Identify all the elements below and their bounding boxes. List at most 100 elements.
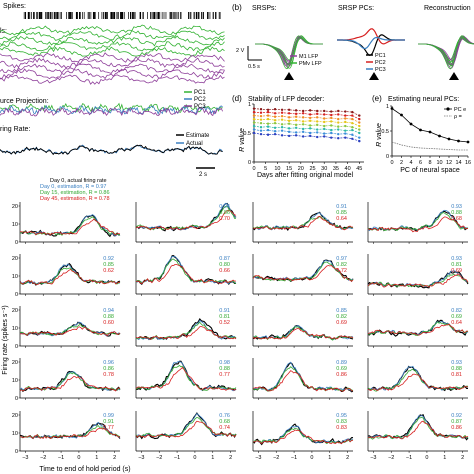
panel-x-tick-label: 1 [443,455,446,461]
d-point [351,133,354,136]
panel-d-xlabel: Days after fitting original model [257,172,354,179]
e-x-tick-label: 12 [446,160,452,166]
e-x-tick-label: 2 [400,160,403,166]
d-point [337,128,340,131]
pmv-legend-label: PMv LFP [299,61,322,67]
neuron-panel: 0.910.850.64 [252,202,354,244]
panel-d-title: Stability of LFP decoder: [248,96,324,103]
d-point [259,114,263,118]
neuron-panel: 20 10 0 0.920.850.62 [12,254,121,298]
d-point [252,110,256,114]
panel-x-tick-label: −1 [58,455,64,461]
d-series-line [253,111,360,120]
d-point [308,113,312,116]
lfp-trace [0,63,225,74]
panel-b: (b) SRSPs: SRSP PCs: Reconstruction 2 V … [232,3,474,80]
srsp-wave [418,35,474,70]
d-series-line [253,129,360,138]
panel-y-tick-label: 20 [12,308,18,314]
d-point [344,132,347,135]
d-series-line [253,115,360,123]
srsp-waveforms [255,28,474,70]
panel-x-tick-label: 1 [95,455,98,461]
grid-ylabel: Firing rate (spikes s⁻¹) [2,305,9,374]
d-series-line [253,108,360,116]
grid-legend: Day 0, actual firing rate Day 0, estimat… [40,178,110,202]
d-point [252,124,256,128]
panel-r-value: 0.86 [336,372,347,378]
d-point [337,137,340,140]
event-marker-1 [284,72,294,80]
d-point [280,108,284,112]
panel-y-tick-label: 0 [15,344,18,350]
d-point [344,117,347,120]
d-point [337,132,340,136]
legend-day45-est: Day 45, estimation, R = 0.78 [40,196,110,202]
d-x-tick-label: 40 [345,166,351,172]
srsp-wave [337,34,405,56]
neuron-panel: 0.930.880.81 [367,358,469,400]
panel-trace [19,428,121,439]
panel-trace [252,265,354,282]
panel-trace [367,365,469,391]
d-point [301,116,305,119]
srsps-title: SRSPs: [252,5,277,12]
panel-b-letter: (b) [232,3,242,12]
neuron-panel: 0.820.690.64 [367,306,469,348]
srsp-wave [255,36,323,65]
panel-a: Spikes: ls: urce Projection: PC1 PC2 PC3… [0,3,225,178]
panel-trace [252,366,354,392]
panel-r-value: 0.76 [219,413,230,419]
lfp-trace [0,30,225,41]
panel-r-value: 0.69 [336,366,347,372]
e-y-tick-label: 0 [386,154,389,160]
voltage-scale-label: 2 V [236,48,245,54]
d-x-tick-label: 30 [321,166,327,172]
d-point [259,118,263,121]
panel-x-tick-label: −2 [388,455,394,461]
rate-traces [0,144,223,156]
panel-trace [367,216,469,233]
d-point [301,120,305,123]
e-x-tick-label: 8 [428,160,431,166]
lfp-trace [0,24,225,36]
d-point [294,112,298,116]
panel-r-value: 0.78 [103,372,114,378]
d-point [330,124,333,127]
pc2-legend-label: PC2 [194,97,206,103]
panel-r-value: 0.69 [451,268,462,274]
d-series-line [253,132,360,142]
e-point [419,128,422,132]
lfp-trace [0,57,225,69]
panel-y-tick-label: 20 [12,256,18,262]
d-point [358,139,361,143]
d-point [287,130,291,134]
d-point [323,117,326,120]
panel-trace [135,420,237,439]
d-point [266,125,270,128]
d-point [259,111,263,114]
d-point [330,131,333,135]
d-point [315,123,319,127]
panel-trace [135,202,237,231]
neuron-panel: 0.940.860.70 [135,202,237,244]
panel-y-tick-label: 10 [12,431,18,437]
d-point [315,109,319,113]
srsp-pcs-title: SRSP PCs: [338,5,374,12]
d-point [294,119,298,122]
e-point [447,137,451,141]
panel-e-letter: (e) [372,94,382,103]
panel-r-value: 0.93 [451,360,462,366]
d-point [280,111,284,114]
d-point [323,109,326,113]
source-projection-label: urce Projection: [0,98,49,105]
d-x-tick-label: 0 [252,166,255,172]
d-point [287,127,291,130]
d-point [330,116,333,120]
d-point [323,127,326,131]
panel-e-legend-1: PC e [454,107,466,113]
d-point [252,128,256,131]
e-point [400,113,403,117]
d-point [337,125,340,128]
e-x-tick-label: 0 [390,160,393,166]
